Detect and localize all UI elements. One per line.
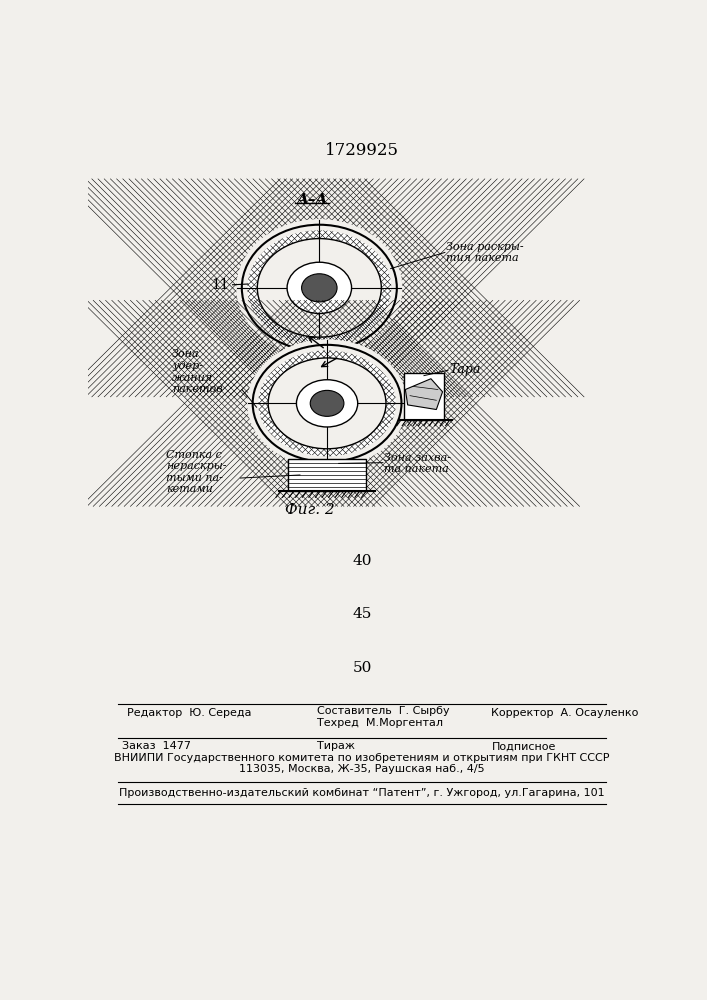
Ellipse shape [302, 274, 337, 302]
Text: Техред  М.Моргентал: Техред М.Моргентал [317, 718, 443, 728]
Ellipse shape [296, 380, 358, 427]
Text: 50: 50 [352, 661, 372, 675]
Text: ВНИИПИ Государственного комитета по изобретениям и открытиям при ГКНТ СССР: ВНИИПИ Государственного комитета по изоб… [115, 753, 609, 763]
Bar [288, 459, 366, 491]
Text: Тираж: Тираж [317, 741, 355, 751]
Polygon shape [405, 379, 443, 410]
Ellipse shape [310, 390, 344, 416]
Text: Тара: Тара [450, 363, 481, 376]
Text: Зона раскры-
тия пакета: Зона раскры- тия пакета [446, 242, 524, 263]
Text: Заказ  1477: Заказ 1477 [122, 741, 192, 751]
Text: 113035, Москва, Ж-35, Раушская наб., 4/5: 113035, Москва, Ж-35, Раушская наб., 4/5 [239, 764, 485, 774]
Text: Производственно-издательский комбинат “Патент”, г. Ужгород, ул.Гагарина, 101: Производственно-издательский комбинат “П… [119, 788, 604, 798]
Text: 1729925: 1729925 [325, 142, 399, 159]
Text: A–A: A–A [296, 193, 327, 207]
Text: Фиг. 2: Фиг. 2 [285, 503, 335, 517]
Text: 11: 11 [251, 421, 265, 431]
Text: Подписное: Подписное [491, 741, 556, 751]
Text: Зона захва-
та пакета: Зона захва- та пакета [385, 453, 452, 474]
Text: Стопка с
нераскры-
тыми па-
кетами: Стопка с нераскры- тыми па- кетами [166, 450, 226, 494]
Text: Редактор  Ю. Середа: Редактор Ю. Середа [127, 708, 252, 718]
Ellipse shape [287, 262, 351, 313]
Text: Зона
удер-
жания
пакетов: Зона удер- жания пакетов [172, 349, 223, 394]
Ellipse shape [268, 358, 386, 449]
Text: ω: ω [310, 349, 322, 363]
Ellipse shape [242, 225, 397, 351]
Text: ω: ω [325, 343, 336, 357]
Ellipse shape [252, 345, 402, 462]
Text: Корректор  А. Осауленко: Корректор А. Осауленко [491, 708, 638, 718]
Text: 11: 11 [211, 278, 230, 292]
Text: Составитель  Г. Сырбу: Составитель Г. Сырбу [317, 706, 450, 716]
Bar [404, 373, 444, 420]
Ellipse shape [257, 239, 381, 337]
Text: 40: 40 [352, 554, 372, 568]
Text: 45: 45 [352, 607, 372, 621]
